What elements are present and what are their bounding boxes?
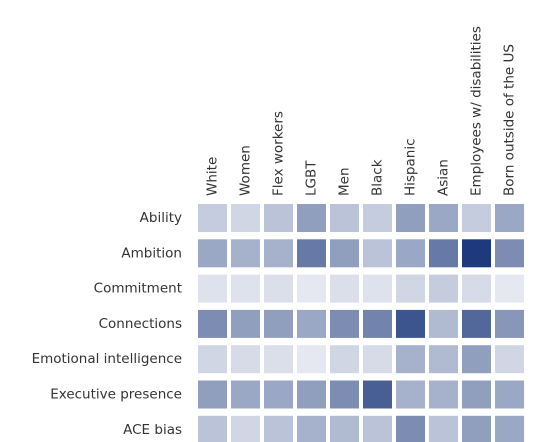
column-label: Born outside of the US: [502, 44, 518, 196]
heat-cell: [330, 345, 359, 374]
heat-cell: [462, 204, 491, 232]
heat-cell: [396, 239, 425, 268]
heat-cell: [495, 415, 524, 442]
heat-cell: [462, 309, 491, 338]
heat-cell: [363, 415, 392, 442]
heat-cell: [330, 274, 359, 303]
column-label: Hispanic: [403, 138, 419, 196]
heat-cell: [429, 204, 458, 232]
heat-cell: [264, 309, 293, 338]
heat-cell: [396, 309, 425, 338]
heat-cell: [198, 345, 227, 374]
heat-cell: [462, 415, 491, 442]
heat-cell: [363, 274, 392, 303]
heat-cell: [297, 415, 326, 442]
row-label: ACE bias: [123, 422, 182, 438]
heat-cell: [330, 415, 359, 442]
row-label: Ability: [140, 210, 182, 226]
heat-cell: [231, 204, 260, 232]
heat-cell: [198, 380, 227, 409]
heat-cell: [495, 380, 524, 409]
column-label: Asian: [436, 159, 452, 196]
row-label: Executive presence: [50, 387, 182, 403]
heat-cell: [264, 345, 293, 374]
row-label: Commitment: [94, 281, 182, 297]
heat-cell: [330, 309, 359, 338]
heat-cell: [429, 345, 458, 374]
heat-cell: [264, 204, 293, 232]
heat-cell: [396, 415, 425, 442]
heat-cell: [495, 309, 524, 338]
heat-cell: [363, 239, 392, 268]
heat-cell: [264, 274, 293, 303]
heat-cell: [429, 309, 458, 338]
heat-cell: [429, 380, 458, 409]
column-label: Flex workers: [271, 111, 287, 196]
heat-cell: [396, 274, 425, 303]
heat-cell: [429, 274, 458, 303]
row-label: Connections: [99, 316, 182, 332]
column-label: Women: [238, 145, 254, 196]
column-label: White: [205, 157, 221, 196]
heat-cell: [231, 380, 260, 409]
heat-cell: [264, 415, 293, 442]
heat-cell: [330, 204, 359, 232]
heat-cell: [297, 204, 326, 232]
heat-cell: [297, 274, 326, 303]
heat-cell: [330, 380, 359, 409]
heat-cell: [363, 345, 392, 374]
row-label: Ambition: [121, 245, 182, 261]
heat-cell: [198, 239, 227, 268]
heat-cell: [363, 309, 392, 338]
heat-cell: [198, 274, 227, 303]
heat-cell: [396, 380, 425, 409]
column-label: Black: [370, 159, 386, 196]
heat-cell: [495, 345, 524, 374]
heat-cell: [429, 239, 458, 268]
column-label: LGBT: [304, 160, 320, 196]
column-label: Employees w/ disabilities: [469, 26, 485, 196]
heat-cell: [297, 345, 326, 374]
heat-cell: [297, 380, 326, 409]
heat-cell: [231, 345, 260, 374]
heat-cell: [297, 239, 326, 268]
heat-cell: [396, 204, 425, 232]
heat-cell: [462, 380, 491, 409]
row-label: Emotional intelligence: [32, 351, 182, 367]
heat-cell: [297, 309, 326, 338]
heat-cell: [363, 204, 392, 232]
heat-cell: [231, 239, 260, 268]
heat-cell: [231, 274, 260, 303]
heat-cell: [429, 415, 458, 442]
heat-cell: [462, 345, 491, 374]
heat-cell: [396, 345, 425, 374]
heat-cell: [462, 239, 491, 268]
heat-cell: [231, 415, 260, 442]
heat-cell: [198, 204, 227, 232]
heat-cell: [462, 274, 491, 303]
heat-cell: [495, 239, 524, 268]
heat-cell: [264, 239, 293, 268]
heat-cell: [264, 380, 293, 409]
heat-cell: [198, 309, 227, 338]
heat-cell: [363, 380, 392, 409]
heat-cell: [495, 204, 524, 232]
heat-cell: [495, 274, 524, 303]
heat-cell: [231, 309, 260, 338]
column-label: Men: [337, 167, 353, 196]
heat-cell: [330, 239, 359, 268]
heat-cell: [198, 415, 227, 442]
